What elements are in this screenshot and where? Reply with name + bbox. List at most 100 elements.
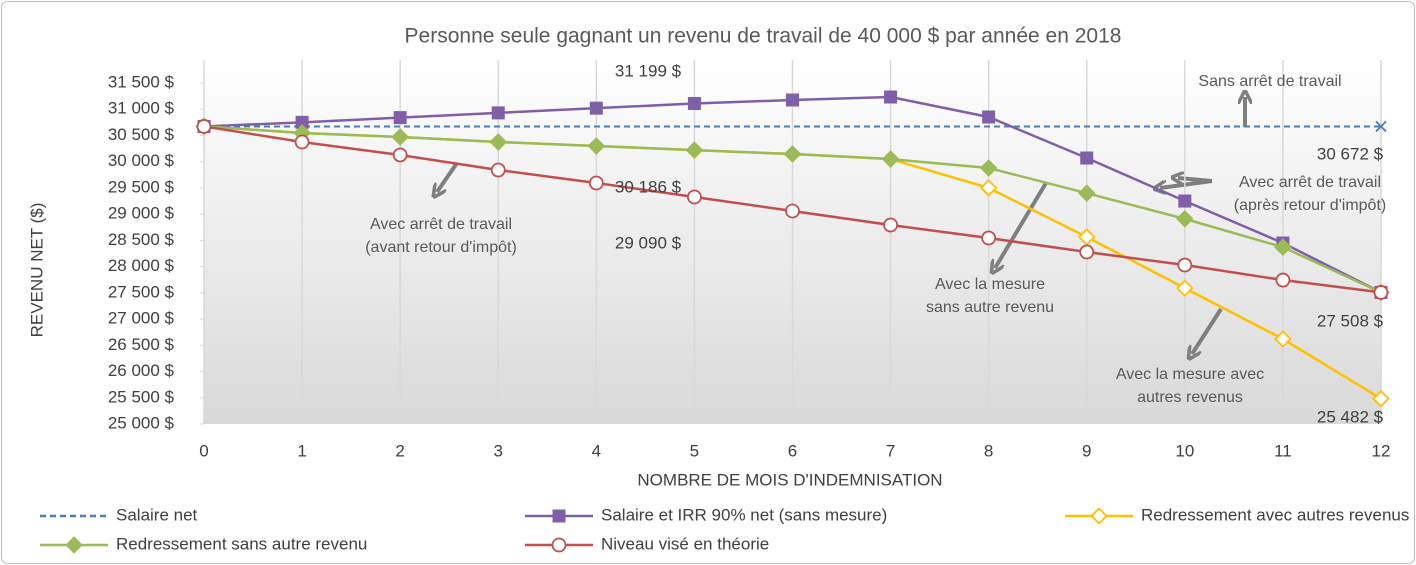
point: [391, 128, 409, 146]
point: [589, 101, 603, 115]
point: [1176, 279, 1194, 297]
point: [1077, 228, 1096, 246]
point: [1275, 272, 1291, 288]
y-tick-label: 31 500 $: [108, 72, 175, 91]
legend-label: Salaire net: [116, 505, 198, 524]
annotation: 30 672 $: [1317, 144, 1384, 163]
point: [1080, 151, 1094, 165]
series: [196, 119, 1389, 300]
y-tick-label: 30 500 $: [108, 125, 175, 144]
series: [204, 120, 1387, 133]
chart-title: Personne seule gagnant un revenu de trav…: [405, 25, 1122, 48]
legend-item: Salaire et IRR 90% net (sans mesure): [525, 505, 887, 524]
y-tick-label: 29 500 $: [108, 177, 175, 196]
series: [197, 90, 1388, 299]
annotation: sans autre revenu: [926, 299, 1054, 316]
annotation: 25 482 $: [1317, 407, 1384, 426]
x-tick-label: 0: [199, 441, 208, 460]
point: [491, 106, 505, 120]
legend-label: Niveau visé en théorie: [601, 534, 769, 553]
point: [883, 217, 898, 233]
y-tick-label: 29 000 $: [108, 204, 175, 223]
point: [1177, 257, 1193, 273]
point: [1077, 184, 1096, 202]
y-tick-label: 26 500 $: [108, 335, 175, 354]
x-tick-label: 11: [1274, 441, 1292, 460]
annotation: (avant retour d'impôt): [365, 239, 517, 256]
point: [587, 137, 606, 155]
point: [884, 90, 898, 104]
point: [1176, 210, 1194, 228]
y-tick-label: 31 000 $: [108, 99, 175, 118]
annotation: autres revenus: [1137, 389, 1243, 406]
annotation: Avec arrêt de travail: [370, 216, 512, 233]
annotation-arrows: [437, 97, 1245, 354]
point: [1274, 238, 1292, 256]
x-tick-label: 4: [592, 441, 601, 460]
x-tick-label: 9: [1082, 441, 1091, 460]
annotation: 27 508 $: [1317, 311, 1384, 330]
x-tick-label: 3: [494, 441, 503, 460]
x-tick-label: 8: [984, 441, 993, 460]
legend-marker: [65, 536, 83, 554]
y-tick-label: 30 000 $: [108, 151, 175, 170]
point: [1178, 194, 1192, 208]
arrow: [1192, 307, 1223, 354]
x-tick-label: 1: [297, 441, 306, 460]
x-tick-label: 12: [1372, 441, 1391, 460]
legend-item: Salaire net: [40, 505, 198, 524]
annotation: 31 199 $: [615, 61, 682, 80]
y-axis-label: REVENU NET ($): [27, 203, 46, 338]
y-tick-label: 27 000 $: [108, 309, 175, 328]
annotation: (après retour d'impôt): [1234, 197, 1386, 214]
legend-item: Redressement avec autres revenus: [1065, 505, 1409, 525]
y-tick-label: 25 000 $: [108, 413, 175, 432]
x-tick-label: 2: [395, 441, 404, 460]
point: [489, 133, 508, 151]
point: [687, 96, 701, 110]
point: [1372, 389, 1390, 408]
point: [1373, 285, 1389, 300]
arrow: [1178, 178, 1213, 181]
annotation: 30 186 $: [615, 177, 682, 196]
legend-item: Redressement sans autre revenu: [40, 534, 367, 554]
legend-label: Redressement sans autre revenu: [116, 534, 367, 553]
arrow: [995, 181, 1048, 268]
y-tick-label: 27 500 $: [108, 282, 175, 301]
point: [785, 203, 800, 219]
legend-marker: [1090, 507, 1108, 525]
point: [294, 134, 310, 150]
x-tick-label: 5: [690, 441, 699, 460]
point: [1375, 120, 1387, 133]
legend-marker: [551, 537, 567, 553]
x-tick-label: 10: [1175, 441, 1194, 460]
annotation: Avec arrêt de travail: [1239, 174, 1381, 191]
point: [393, 111, 407, 125]
point: [295, 115, 309, 129]
y-tick-label: 28 500 $: [108, 230, 175, 249]
annotation: Sans arrêt de travail: [1198, 73, 1341, 90]
point: [490, 162, 506, 178]
point: [786, 93, 799, 107]
point: [1274, 330, 1292, 348]
point: [392, 147, 408, 163]
legend-marker: [552, 509, 566, 523]
point: [783, 145, 802, 163]
point: [1079, 244, 1095, 260]
point: [979, 179, 998, 197]
annotation: 29 090 $: [615, 233, 682, 252]
y-tick-label: 28 000 $: [108, 256, 175, 275]
point: [685, 141, 704, 159]
point: [979, 159, 998, 177]
legend-label: Redressement avec autres revenus: [1141, 505, 1409, 524]
point: [687, 189, 702, 205]
x-tick-label: 7: [886, 441, 895, 460]
legend-item: Niveau visé en théorie: [525, 534, 769, 553]
point: [881, 150, 900, 168]
point: [982, 110, 996, 124]
legend-label: Salaire et IRR 90% net (sans mesure): [601, 505, 887, 524]
x-axis-label: NOMBRE DE MOIS D'INDEMNISATION: [637, 470, 942, 489]
point: [196, 119, 212, 134]
point: [588, 175, 604, 191]
